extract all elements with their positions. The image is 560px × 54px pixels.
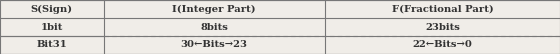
Text: 22←Bits→0: 22←Bits→0	[413, 40, 472, 49]
Text: F(Fractional Part): F(Fractional Part)	[391, 5, 493, 14]
Text: S(Sign): S(Sign)	[31, 4, 73, 14]
Text: 8bits: 8bits	[200, 23, 228, 31]
Text: 30←Bits→23: 30←Bits→23	[181, 40, 248, 49]
Text: 1bit: 1bit	[41, 23, 63, 31]
Text: Bit31: Bit31	[36, 40, 67, 49]
Text: 23bits: 23bits	[425, 23, 460, 31]
Text: I(Integer Part): I(Integer Part)	[172, 4, 256, 14]
